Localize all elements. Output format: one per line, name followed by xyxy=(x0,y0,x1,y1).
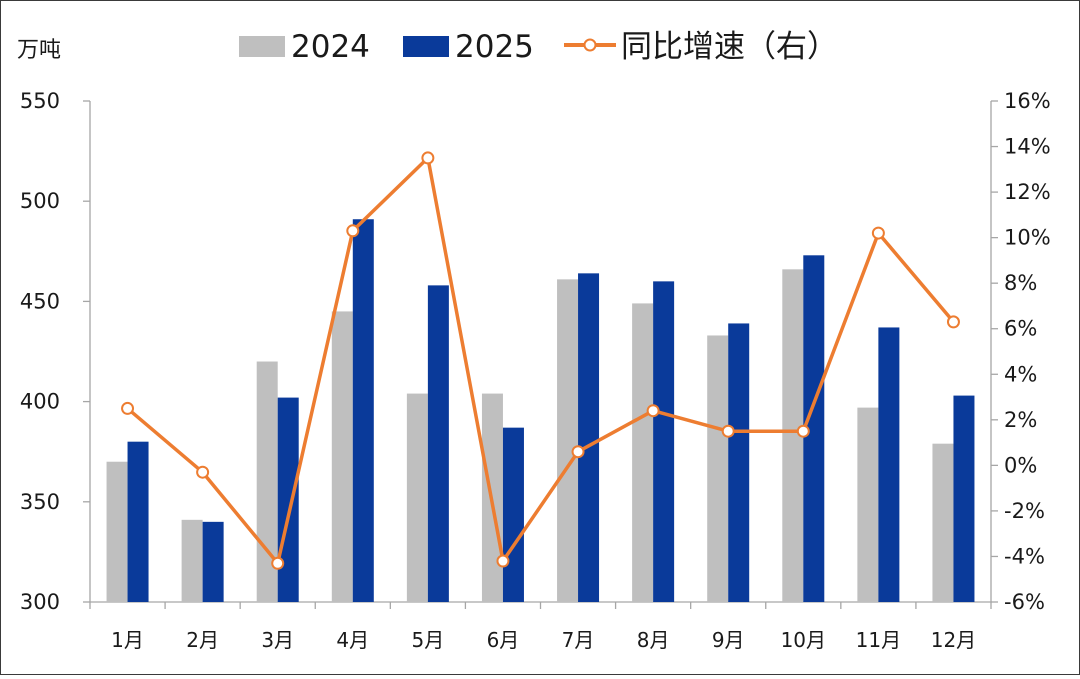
right-tick-label: 4% xyxy=(1004,362,1037,386)
bar-2024-5月 xyxy=(406,393,428,602)
x-tick-label: 2月 xyxy=(186,628,219,652)
right-tick-label: 16% xyxy=(1004,89,1051,113)
yoy-point-2月 xyxy=(196,465,210,479)
yoy-point-12月 xyxy=(946,315,960,329)
bar-2024-2月 xyxy=(181,519,203,602)
x-tick-label: 4月 xyxy=(336,628,369,652)
x-tick-label: 7月 xyxy=(562,628,595,652)
x-tick-label: 9月 xyxy=(712,628,745,652)
x-tick-label: 1月 xyxy=(111,628,144,652)
left-tick-label: 400 xyxy=(20,390,60,414)
bar-2024-8月 xyxy=(632,303,654,602)
bar-2024-4月 xyxy=(331,311,353,602)
left-tick-label: 550 xyxy=(20,89,60,113)
yoy-point-11月 xyxy=(871,226,885,240)
legend: 2024 2025 同比增速（右） xyxy=(239,29,838,65)
right-tick-label: 12% xyxy=(1004,180,1051,204)
bar-2024-11月 xyxy=(857,407,879,602)
yoy-point-7月 xyxy=(571,445,585,459)
x-tick-label: 11月 xyxy=(856,628,901,652)
bar-2025-4月 xyxy=(352,219,374,602)
bar-2025-6月 xyxy=(502,427,524,602)
bar-2024-10月 xyxy=(782,269,804,602)
axes: 300 350 400 450 500 550 -6% -4% -2% 0% 2% 4% 6% 8% 10%… xyxy=(20,89,1051,652)
x-tick-label: 6月 xyxy=(487,628,520,652)
yoy-polyline xyxy=(126,156,955,566)
yoy-point-3月 xyxy=(271,556,285,570)
yoy-point-6月 xyxy=(496,554,510,568)
right-tick-label: -6% xyxy=(1004,590,1045,614)
legend-label-2024: 2024 xyxy=(291,29,370,65)
left-tick-label: 500 xyxy=(20,189,60,213)
right-tick-label: 10% xyxy=(1004,226,1051,250)
left-tick-label: 350 xyxy=(20,490,60,514)
left-axis-unit: 万吨 xyxy=(17,38,61,63)
left-tick-label: 450 xyxy=(20,289,60,313)
legend-label-yoy: 同比增速（右） xyxy=(621,29,838,65)
x-tick-label: 12月 xyxy=(931,628,976,652)
yoy-point-4月 xyxy=(346,224,360,238)
bar-2025-5月 xyxy=(427,285,449,602)
right-tick-label: 6% xyxy=(1004,317,1037,341)
x-tick-label: 10月 xyxy=(781,628,826,652)
right-tick-label: 8% xyxy=(1004,271,1037,295)
bar-2025-2月 xyxy=(202,521,224,602)
bar-2024-7月 xyxy=(557,279,579,602)
bar-2024-1月 xyxy=(106,461,128,602)
yoy-line xyxy=(121,151,960,570)
bar-2025-12月 xyxy=(953,395,975,602)
bar-2024-12月 xyxy=(932,443,954,602)
yoy-point-10月 xyxy=(796,424,810,438)
yoy-point-5月 xyxy=(421,151,435,165)
bar-2025-9月 xyxy=(728,323,750,602)
legend-swatch-2025 xyxy=(403,36,449,57)
x-tick-label: 8月 xyxy=(637,628,670,652)
right-tick-label: 14% xyxy=(1004,135,1051,159)
bar-2024-9月 xyxy=(707,335,729,602)
yoy-point-9月 xyxy=(721,424,735,438)
left-tick-label: 300 xyxy=(20,590,60,614)
yoy-point-1月 xyxy=(121,401,135,415)
right-tick-label: -4% xyxy=(1004,544,1045,568)
legend-label-2025: 2025 xyxy=(455,29,534,65)
right-tick-label: -2% xyxy=(1004,499,1045,523)
bar-2025-11月 xyxy=(878,327,900,602)
bar-2025-3月 xyxy=(277,397,299,602)
legend-swatch-2024 xyxy=(239,36,285,57)
legend-marker-yoy xyxy=(583,38,597,52)
bar-2025-7月 xyxy=(578,273,600,602)
x-tick-label: 3月 xyxy=(261,628,294,652)
yoy-point-8月 xyxy=(646,404,660,418)
bar-2025-8月 xyxy=(653,281,675,602)
right-tick-label: 0% xyxy=(1004,453,1037,477)
x-tick-label: 5月 xyxy=(412,628,445,652)
right-tick-label: 2% xyxy=(1004,408,1037,432)
bar-2025-10月 xyxy=(803,255,825,603)
bar-2025-1月 xyxy=(127,441,149,602)
bars xyxy=(106,219,975,603)
